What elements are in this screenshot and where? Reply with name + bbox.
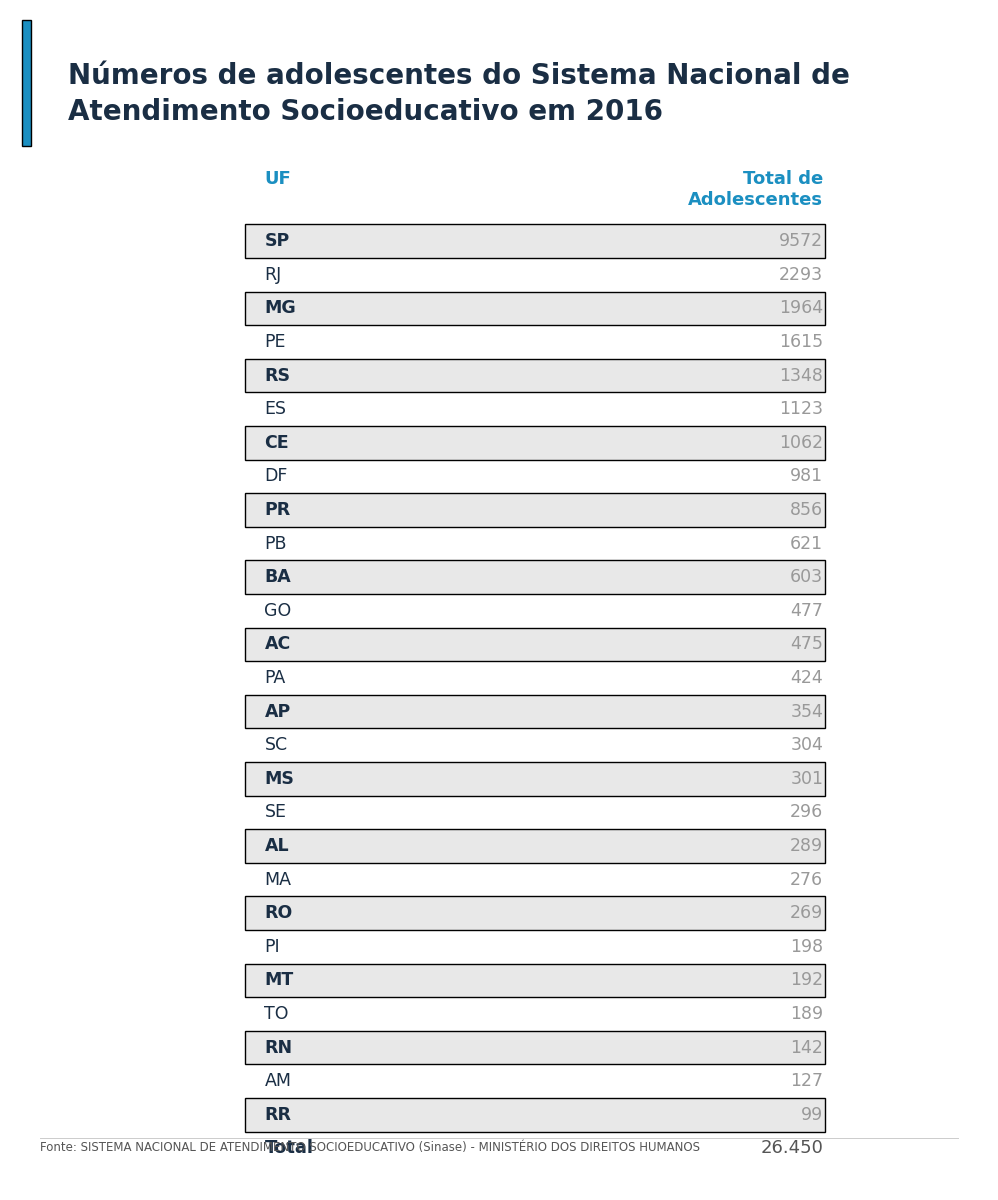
Text: ES: ES [264, 401, 286, 419]
Text: 856: 856 [790, 502, 823, 518]
Text: MG: MG [264, 300, 296, 318]
Text: 289: 289 [790, 838, 823, 856]
Text: 9572: 9572 [779, 233, 823, 251]
Text: 2293: 2293 [779, 266, 823, 284]
Text: RR: RR [264, 1106, 291, 1123]
Text: 1615: 1615 [779, 332, 823, 350]
Text: RN: RN [264, 1039, 292, 1057]
Text: 127: 127 [790, 1073, 823, 1091]
Text: Números de adolescentes do Sistema Nacional de: Números de adolescentes do Sistema Nacio… [68, 62, 849, 90]
Text: 276: 276 [790, 871, 823, 889]
Text: AC: AC [264, 636, 290, 653]
Text: AM: AM [264, 1073, 291, 1091]
Text: MT: MT [264, 972, 293, 989]
Text: PB: PB [264, 535, 287, 553]
Text: AL: AL [264, 838, 289, 856]
Text: Total: Total [264, 1140, 313, 1157]
Text: SC: SC [264, 736, 287, 755]
Text: RS: RS [264, 367, 290, 384]
Text: 269: 269 [790, 905, 823, 923]
Text: 304: 304 [790, 736, 823, 755]
Text: CE: CE [264, 434, 289, 452]
Text: PI: PI [264, 938, 280, 955]
Text: 301: 301 [790, 770, 823, 788]
Text: DF: DF [264, 467, 287, 485]
Text: 981: 981 [790, 467, 823, 485]
Text: BA: BA [264, 569, 291, 587]
Text: 477: 477 [790, 602, 823, 620]
Text: 603: 603 [790, 569, 823, 587]
Text: 475: 475 [790, 636, 823, 653]
Text: 1062: 1062 [779, 434, 823, 452]
Text: 296: 296 [790, 804, 823, 822]
Text: Total de
Adolescentes: Total de Adolescentes [689, 170, 823, 209]
Text: SP: SP [264, 233, 289, 251]
Text: 189: 189 [790, 1006, 823, 1022]
Text: 192: 192 [790, 972, 823, 989]
Text: 198: 198 [790, 938, 823, 955]
Text: 354: 354 [790, 703, 823, 720]
Text: Fonte: SISTEMA NACIONAL DE ATENDIMENTO SOCIOEDUCATIVO (Sinase) - MINISTÉRIO DOS : Fonte: SISTEMA NACIONAL DE ATENDIMENTO S… [40, 1141, 700, 1154]
Text: 1123: 1123 [779, 401, 823, 419]
Text: SE: SE [264, 804, 286, 822]
Text: PR: PR [264, 502, 290, 518]
Text: TO: TO [264, 1006, 289, 1022]
Text: 26.450: 26.450 [760, 1140, 823, 1157]
Text: MS: MS [264, 770, 294, 788]
Text: 1964: 1964 [779, 300, 823, 318]
Text: 424: 424 [790, 670, 823, 686]
Text: RJ: RJ [264, 266, 281, 284]
Text: 1348: 1348 [779, 367, 823, 384]
Text: 99: 99 [801, 1106, 823, 1123]
Text: 621: 621 [790, 535, 823, 553]
Text: GO: GO [264, 602, 291, 620]
Text: 142: 142 [790, 1039, 823, 1057]
Text: Atendimento Socioeducativo em 2016: Atendimento Socioeducativo em 2016 [68, 98, 663, 126]
Text: RO: RO [264, 905, 292, 923]
Text: MA: MA [264, 871, 291, 889]
Text: UF: UF [264, 170, 291, 188]
Text: PA: PA [264, 670, 285, 686]
Text: PE: PE [264, 332, 286, 350]
Text: AP: AP [264, 703, 290, 720]
